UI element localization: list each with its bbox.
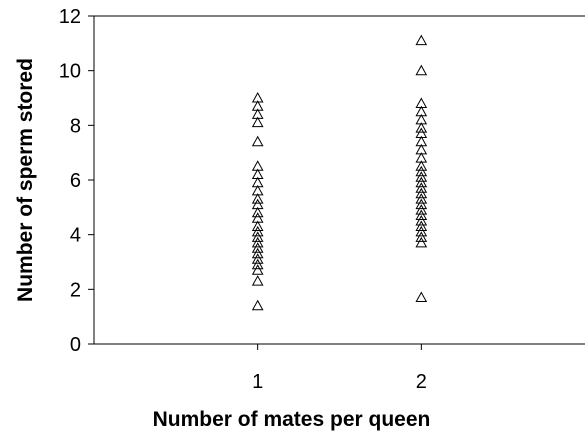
data-point — [415, 231, 428, 242]
data-point — [251, 275, 264, 286]
data-point — [415, 64, 428, 76]
data-point — [251, 264, 264, 275]
data-point — [251, 225, 264, 237]
data-point — [251, 206, 264, 218]
data-point — [415, 225, 428, 237]
plot-frame — [93, 15, 585, 345]
data-point — [415, 236, 428, 248]
data-point — [415, 198, 428, 210]
y-tick-label: 8 — [70, 115, 81, 137]
data-point — [415, 214, 428, 226]
data-point — [251, 135, 264, 147]
x-tick-label: 2 — [416, 371, 427, 393]
data-point — [251, 231, 264, 242]
data-point — [415, 160, 428, 171]
y-tick-label: 0 — [70, 334, 81, 356]
y-tick-label: 10 — [59, 61, 81, 83]
data-point — [251, 236, 264, 248]
data-point — [251, 116, 264, 128]
data-point — [415, 209, 428, 220]
data-point — [415, 204, 428, 215]
data-point — [415, 193, 428, 204]
data-point — [251, 220, 264, 231]
y-tick-label: 6 — [70, 170, 81, 192]
y-axis-ticks: 0 2 4 6 8 10 12 — [59, 6, 94, 356]
y-tick-label: 2 — [70, 279, 81, 301]
data-point — [251, 247, 264, 259]
data-point — [251, 242, 264, 253]
y-tick-label: 12 — [59, 6, 81, 28]
x-tick-label: 1 — [252, 371, 263, 393]
data-point — [415, 171, 428, 182]
data-point — [251, 299, 264, 311]
data-points — [251, 34, 428, 311]
data-point — [415, 34, 428, 46]
data-point — [415, 182, 428, 193]
y-axis-title: Number of sperm stored — [14, 58, 37, 302]
x-axis-title: Number of mates per queen — [153, 408, 431, 431]
data-point — [415, 187, 428, 199]
data-point — [415, 122, 428, 133]
y-tick-label: 4 — [70, 225, 81, 247]
data-point — [251, 253, 264, 264]
data-point — [415, 165, 428, 177]
data-point — [415, 220, 428, 231]
data-point — [251, 258, 264, 270]
data-point — [415, 291, 428, 302]
data-point — [415, 176, 428, 188]
data-point — [251, 193, 264, 204]
